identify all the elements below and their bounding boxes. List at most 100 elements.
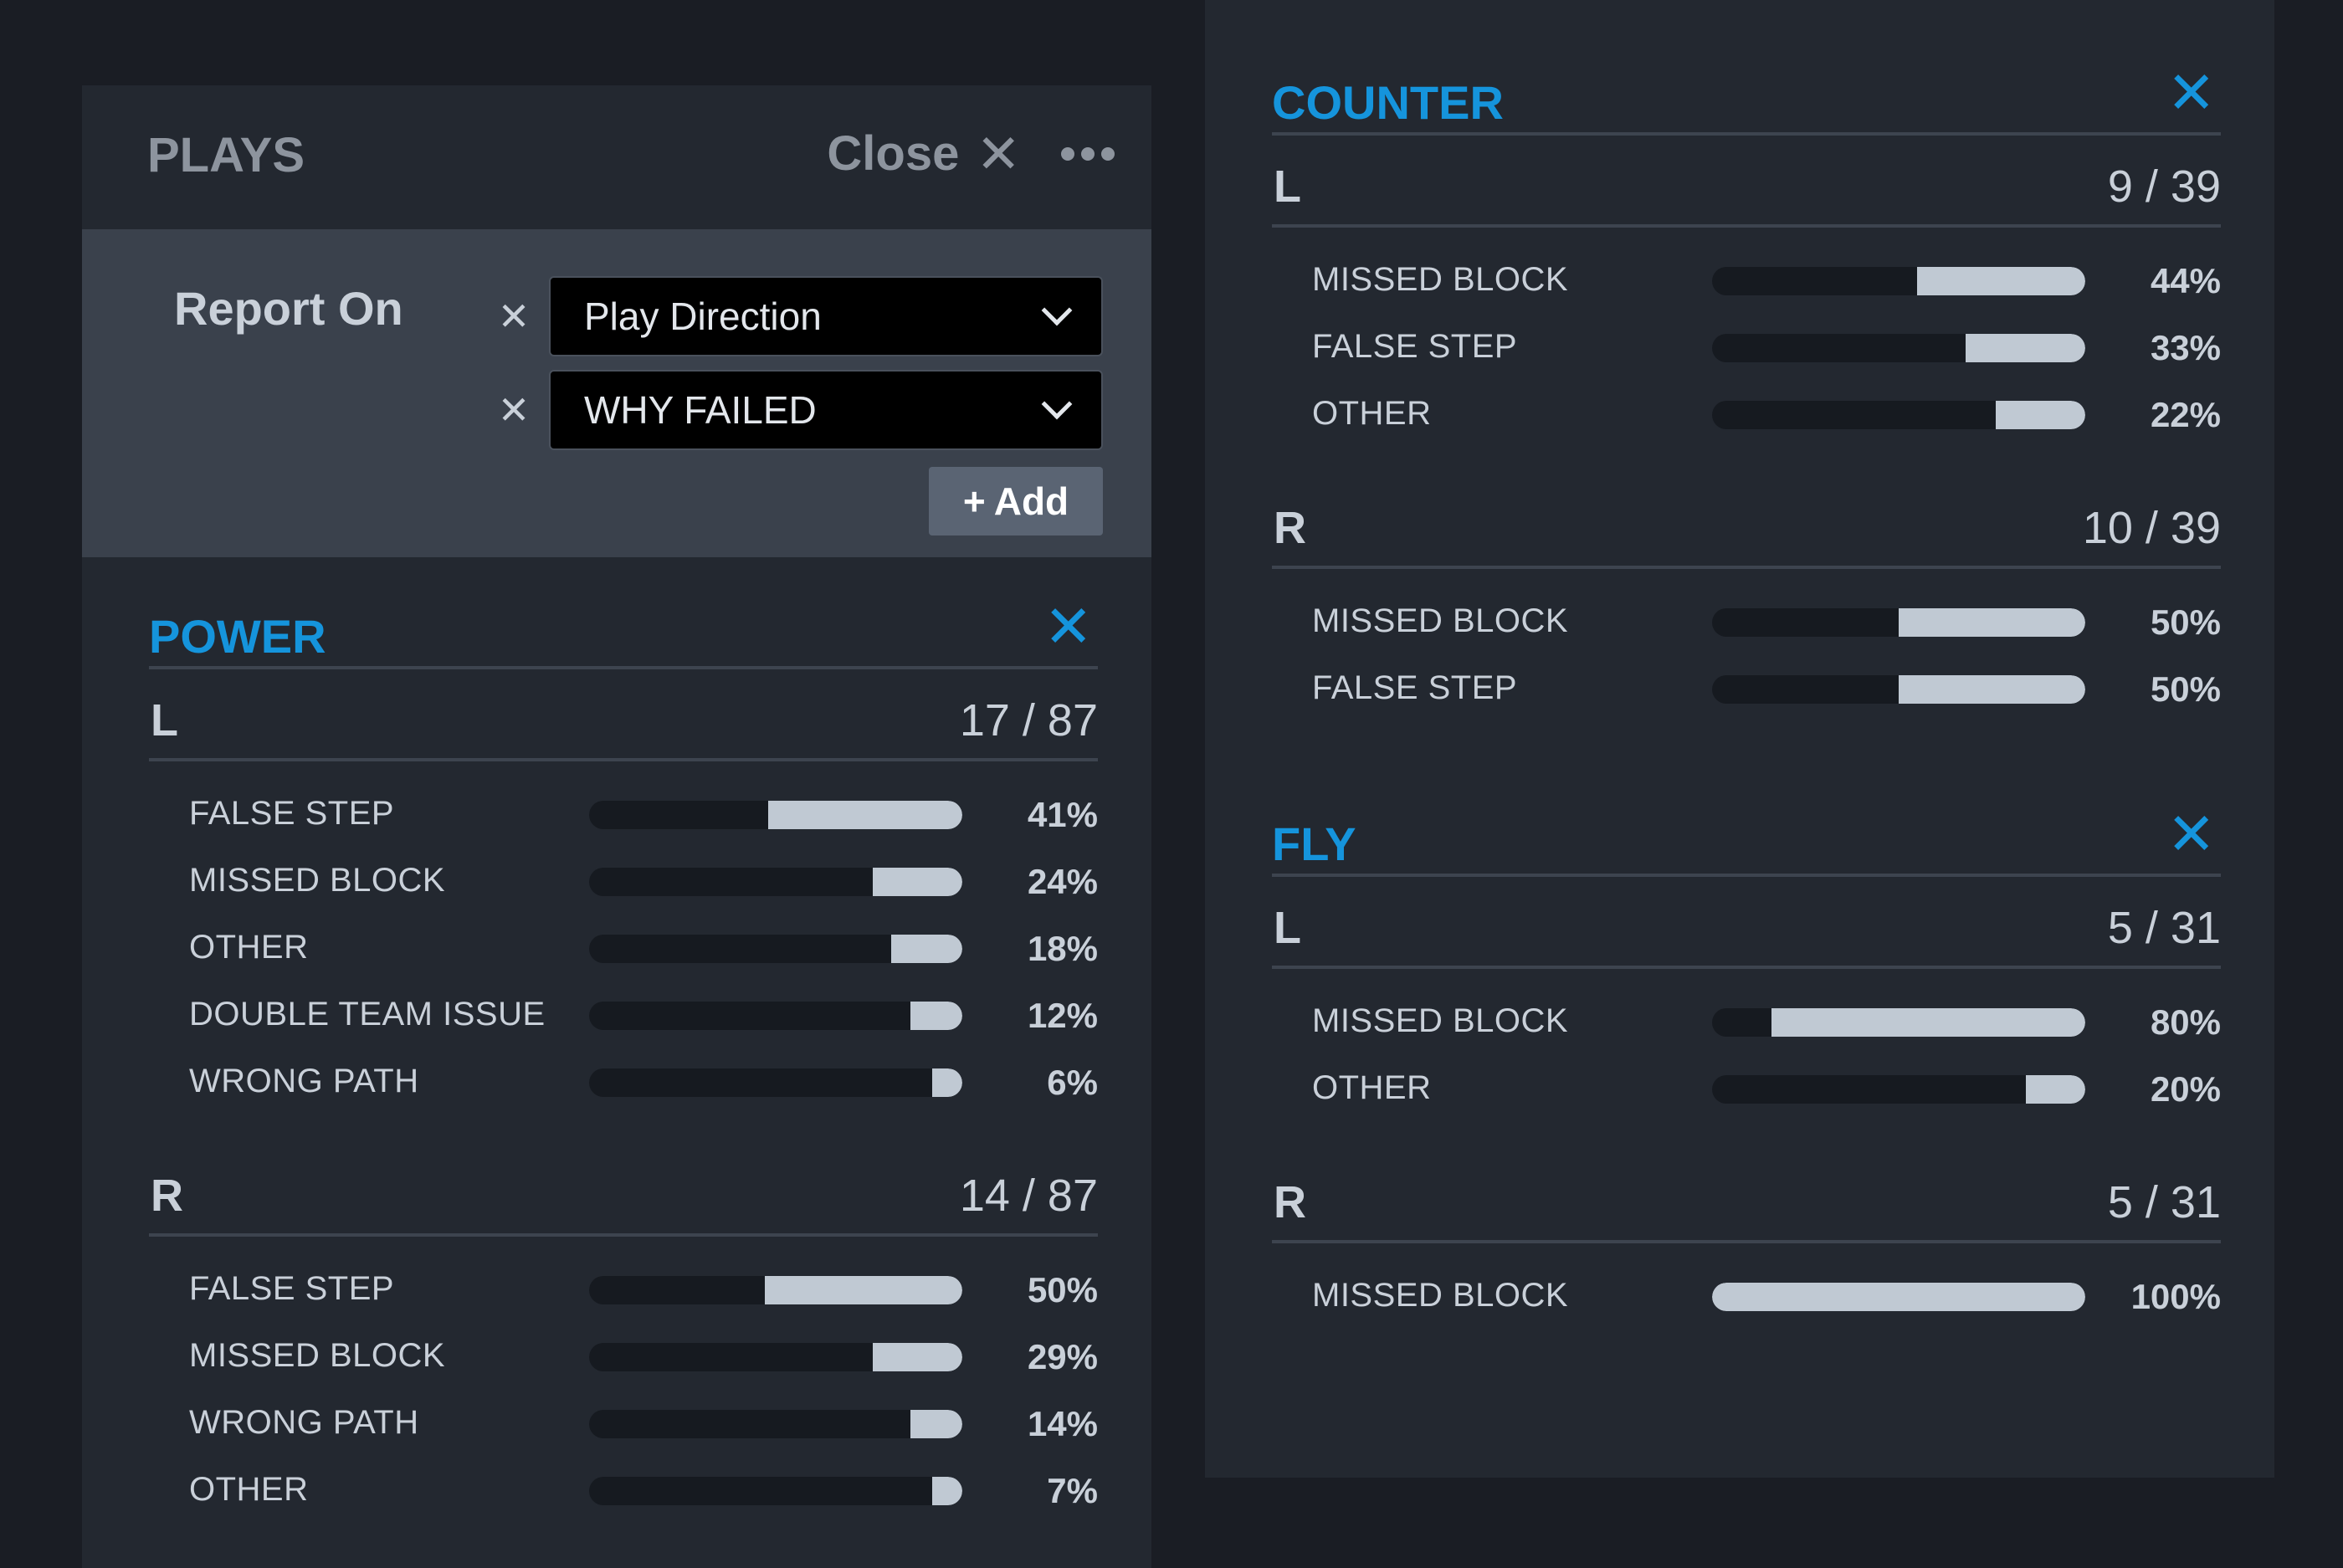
remove-section-icon[interactable]: ✕ xyxy=(2166,802,2216,867)
section-title: FLY xyxy=(1272,817,1356,870)
reason-list: MISSED BLOCK 50% FALSE STEP 50% xyxy=(1272,569,2221,721)
filter-select-play-direction[interactable]: Play Direction xyxy=(549,276,1103,356)
reason-row: MISSED BLOCK 29% xyxy=(149,1322,1098,1389)
more-icon[interactable] xyxy=(1061,146,1115,161)
reason-percent: 50% xyxy=(2150,669,2221,709)
filter-select-why-failed[interactable]: WHY FAILED xyxy=(549,370,1103,450)
section-power: POWER ✕ L 17 / 87 FALSE STEP 41% MISSED BLOCK 2… xyxy=(149,592,1098,1523)
section-header: COUNTER ✕ xyxy=(1272,59,2221,136)
report-on-label: Report On xyxy=(174,282,403,335)
direction-group: R 14 / 87 FALSE STEP 50% MISSED BLOCK 29% WRON… xyxy=(149,1145,1098,1523)
reason-label: OTHER xyxy=(189,929,309,966)
direction-group: R 10 / 39 MISSED BLOCK 50% FALSE STEP 50% xyxy=(1272,477,2221,721)
reason-row: MISSED BLOCK 100% xyxy=(1272,1262,2221,1329)
remove-section-icon[interactable]: ✕ xyxy=(2166,60,2216,126)
bar-track xyxy=(589,1343,962,1371)
results-panel: COUNTER ✕ L 9 / 39 MISSED BLOCK 44% FALSE STEP… xyxy=(1205,0,2274,1478)
reason-row: OTHER 7% xyxy=(149,1456,1098,1523)
direction-count: 5 / 31 xyxy=(2107,903,2221,953)
reason-label: OTHER xyxy=(1312,1069,1432,1106)
group-header: L 9 / 39 xyxy=(1272,136,2221,228)
reason-label: MISSED BLOCK xyxy=(1312,1002,1569,1039)
reason-row: DOUBLE TEAM ISSUE 12% xyxy=(149,981,1098,1048)
direction-label: R xyxy=(151,1171,183,1221)
direction-count: 17 / 87 xyxy=(959,695,1098,746)
reason-label: WRONG PATH xyxy=(189,1063,419,1099)
remove-section-icon[interactable]: ✕ xyxy=(1043,594,1093,659)
reason-list: MISSED BLOCK 100% xyxy=(1272,1243,2221,1329)
reason-list: FALSE STEP 50% MISSED BLOCK 29% WRONG PATH 14… xyxy=(149,1237,1098,1523)
bar-fill xyxy=(1899,675,2085,704)
group-header: R 10 / 39 xyxy=(1272,477,2221,569)
reason-list: MISSED BLOCK 80% OTHER 20% xyxy=(1272,969,2221,1121)
direction-group: L 5 / 31 MISSED BLOCK 80% OTHER 20% xyxy=(1272,877,2221,1121)
reason-label: MISSED BLOCK xyxy=(189,862,446,899)
bar-track xyxy=(1712,1075,2085,1104)
reason-label: FALSE STEP xyxy=(1312,669,1518,706)
reason-row: MISSED BLOCK 80% xyxy=(1272,987,2221,1054)
reason-percent: 24% xyxy=(1027,862,1098,901)
reason-label: DOUBLE TEAM ISSUE xyxy=(189,996,546,1033)
bar-fill xyxy=(910,1002,962,1030)
reason-row: FALSE STEP 33% xyxy=(1272,313,2221,380)
direction-label: L xyxy=(151,695,178,746)
bar-track xyxy=(1712,1283,2085,1311)
bar-fill xyxy=(872,868,962,896)
section-fly: FLY ✕ L 5 / 31 MISSED BLOCK 80% OTHER 20% R 5 / 3… xyxy=(1272,800,2221,1329)
reason-row: OTHER 18% xyxy=(149,914,1098,981)
remove-filter-icon[interactable]: ✕ xyxy=(497,295,531,338)
direction-label: R xyxy=(1274,503,1306,553)
bar-fill xyxy=(891,935,962,963)
bar-fill xyxy=(1771,1008,2085,1037)
reason-percent: 33% xyxy=(2150,328,2221,367)
reason-label: FALSE STEP xyxy=(189,795,395,832)
panel-header: PLAYS Close ✕ xyxy=(82,85,1151,229)
section-header: FLY ✕ xyxy=(1272,800,2221,877)
reason-row: MISSED BLOCK 50% xyxy=(1272,587,2221,654)
group-header: R 5 / 31 xyxy=(1272,1151,2221,1243)
bar-track xyxy=(589,801,962,829)
reason-row: FALSE STEP 50% xyxy=(1272,654,2221,721)
reason-percent: 80% xyxy=(2150,1002,2221,1042)
plays-panel: PLAYS Close ✕ Report On ✕ Play Direction… xyxy=(82,85,1151,1568)
bar-fill xyxy=(872,1343,962,1371)
reason-percent: 12% xyxy=(1027,996,1098,1035)
reason-percent: 20% xyxy=(2150,1069,2221,1109)
add-filter-button[interactable]: + Add xyxy=(929,467,1103,535)
bar-track xyxy=(1712,401,2085,429)
remove-filter-icon[interactable]: ✕ xyxy=(497,388,531,432)
reason-label: MISSED BLOCK xyxy=(1312,261,1569,298)
section-title: COUNTER xyxy=(1272,76,1504,129)
reason-percent: 44% xyxy=(2150,261,2221,300)
direction-group: L 17 / 87 FALSE STEP 41% MISSED BLOCK 24% OTHE… xyxy=(149,669,1098,1115)
direction-count: 5 / 31 xyxy=(2107,1177,2221,1227)
reason-label: OTHER xyxy=(189,1471,309,1508)
reason-label: MISSED BLOCK xyxy=(1312,1277,1569,1314)
direction-label: L xyxy=(1274,903,1301,953)
bar-track xyxy=(1712,1008,2085,1037)
bar-track xyxy=(589,1068,962,1097)
reason-label: FALSE STEP xyxy=(1312,328,1518,365)
bar-track xyxy=(1712,334,2085,362)
direction-count: 14 / 87 xyxy=(959,1171,1098,1221)
bar-fill xyxy=(1917,267,2085,295)
bar-track xyxy=(1712,608,2085,637)
chevron-down-icon xyxy=(1041,295,1073,326)
reason-percent: 7% xyxy=(1047,1471,1098,1510)
direction-count: 9 / 39 xyxy=(2107,161,2221,212)
reason-percent: 50% xyxy=(1027,1270,1098,1309)
close-icon[interactable]: ✕ xyxy=(976,123,1021,184)
section-header: POWER ✕ xyxy=(149,592,1098,669)
reason-percent: 50% xyxy=(2150,602,2221,642)
close-button[interactable]: Close xyxy=(827,126,960,181)
reason-percent: 14% xyxy=(1027,1404,1098,1443)
reason-label: FALSE STEP xyxy=(189,1270,395,1307)
reason-list: MISSED BLOCK 44% FALSE STEP 33% OTHER 22% xyxy=(1272,228,2221,447)
filter-select-value: WHY FAILED xyxy=(584,388,817,432)
reason-percent: 18% xyxy=(1027,929,1098,968)
bar-fill xyxy=(1712,1283,2085,1311)
reason-row: FALSE STEP 50% xyxy=(149,1255,1098,1322)
reason-label: MISSED BLOCK xyxy=(1312,602,1569,639)
direction-label: L xyxy=(1274,161,1301,212)
chevron-down-icon xyxy=(1041,388,1073,420)
